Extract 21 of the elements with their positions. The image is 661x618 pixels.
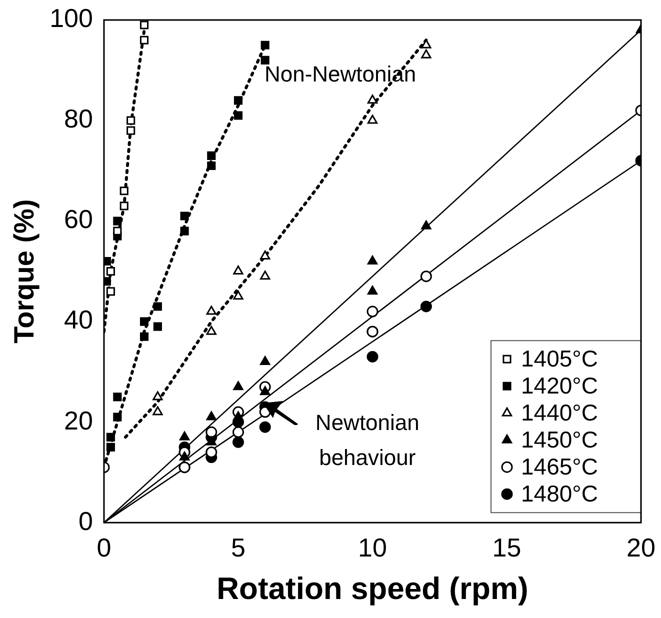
y-tick-label: 60: [64, 204, 93, 234]
y-axis-title: Torque (%): [8, 199, 40, 344]
y-tick-label: 40: [64, 304, 93, 335]
x-tick-label: 0: [96, 532, 112, 562]
x-tick-label: 10: [358, 532, 387, 562]
legend-label: 1405°C: [521, 345, 598, 372]
x-axis-title: Rotation speed (rpm): [216, 570, 528, 606]
x-tick-label: 15: [492, 532, 522, 562]
legend-label: 1480°C: [521, 480, 598, 506]
y-tick-label: 20: [64, 405, 93, 436]
x-tick-label: 5: [231, 532, 246, 562]
x-tick-label: 20: [626, 532, 656, 562]
legend-label: 1465°C: [521, 453, 598, 480]
y-tick-label: 100: [50, 3, 93, 34]
legend-label: 1450°C: [521, 426, 598, 452]
annotation: Non-Newtonian: [264, 61, 416, 86]
y-tick-label: 0: [78, 506, 93, 536]
legend-label: 1440°C: [521, 399, 598, 426]
legend-label: 1420°C: [521, 372, 598, 398]
annotation: Newtonian behaviour: [315, 410, 420, 470]
y-tick-label: 80: [64, 104, 93, 134]
